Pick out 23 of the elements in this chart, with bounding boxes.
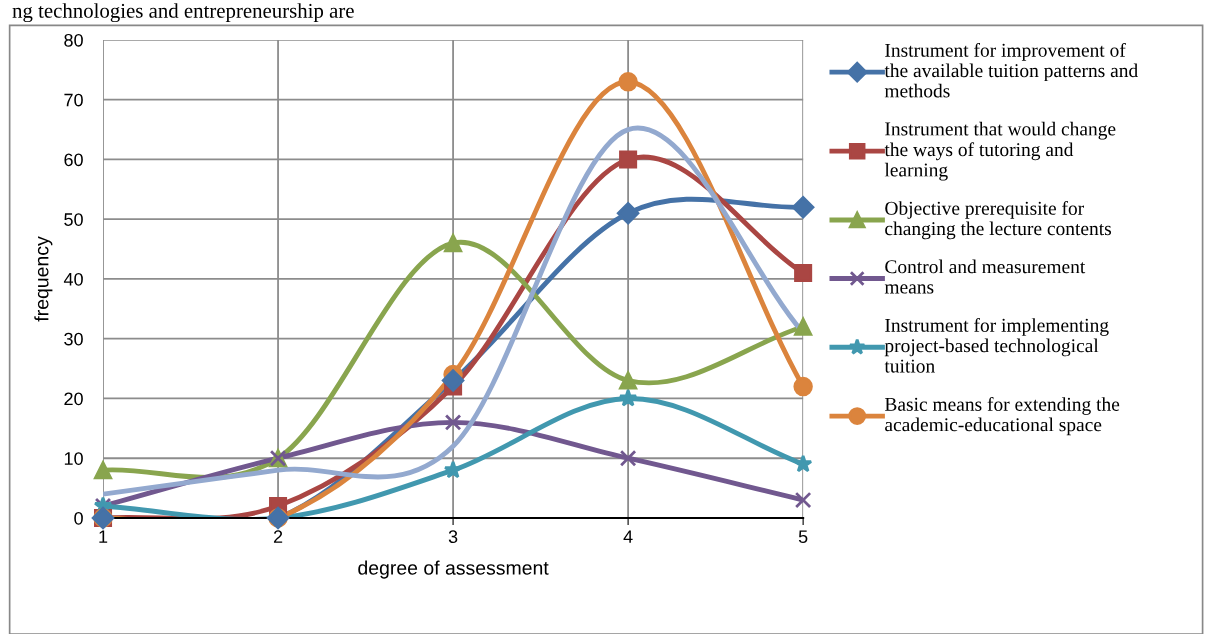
y-axis-title: frequency [34, 236, 53, 322]
y-tick-label: 60 [64, 153, 83, 167]
x-tick-label: 2 [273, 530, 283, 543]
legend-label: Instrument for implementing project-based technological tuition [884, 317, 1109, 373]
x-tick-label: 4 [623, 530, 633, 543]
legend-label: Objective prerequisite for changing the lecture contents [885, 200, 1112, 240]
y-tick-label: 40 [63, 272, 83, 286]
legend-label: Control and measurement means [884, 259, 1086, 294]
x-tick-label: 5 [798, 530, 808, 544]
text: ng technologies and entrepreneurship are [12, 3, 354, 23]
legend-label: Instrument for improvement of the available tuition patterns and methods [884, 42, 1138, 98]
y-tick-label: 20 [64, 392, 83, 406]
y-tick-label: 70 [64, 93, 83, 107]
x-tick-label: 1 [99, 530, 108, 543]
legend-label: Instrument that would change the ways of tutoring and learning [884, 121, 1116, 181]
x-tick-label: 3 [448, 530, 458, 544]
x-axis-title: degree of assessment [358, 560, 549, 579]
y-tick-label: 0 [74, 511, 83, 525]
y-tick-label: 30 [64, 332, 83, 346]
y-tick-label: 10 [64, 452, 83, 465]
y-tick-label: 50 [64, 213, 83, 226]
legend-label: Basic means for extending the academic-educational space [884, 397, 1120, 436]
y-tick-label: 80 [64, 33, 83, 47]
